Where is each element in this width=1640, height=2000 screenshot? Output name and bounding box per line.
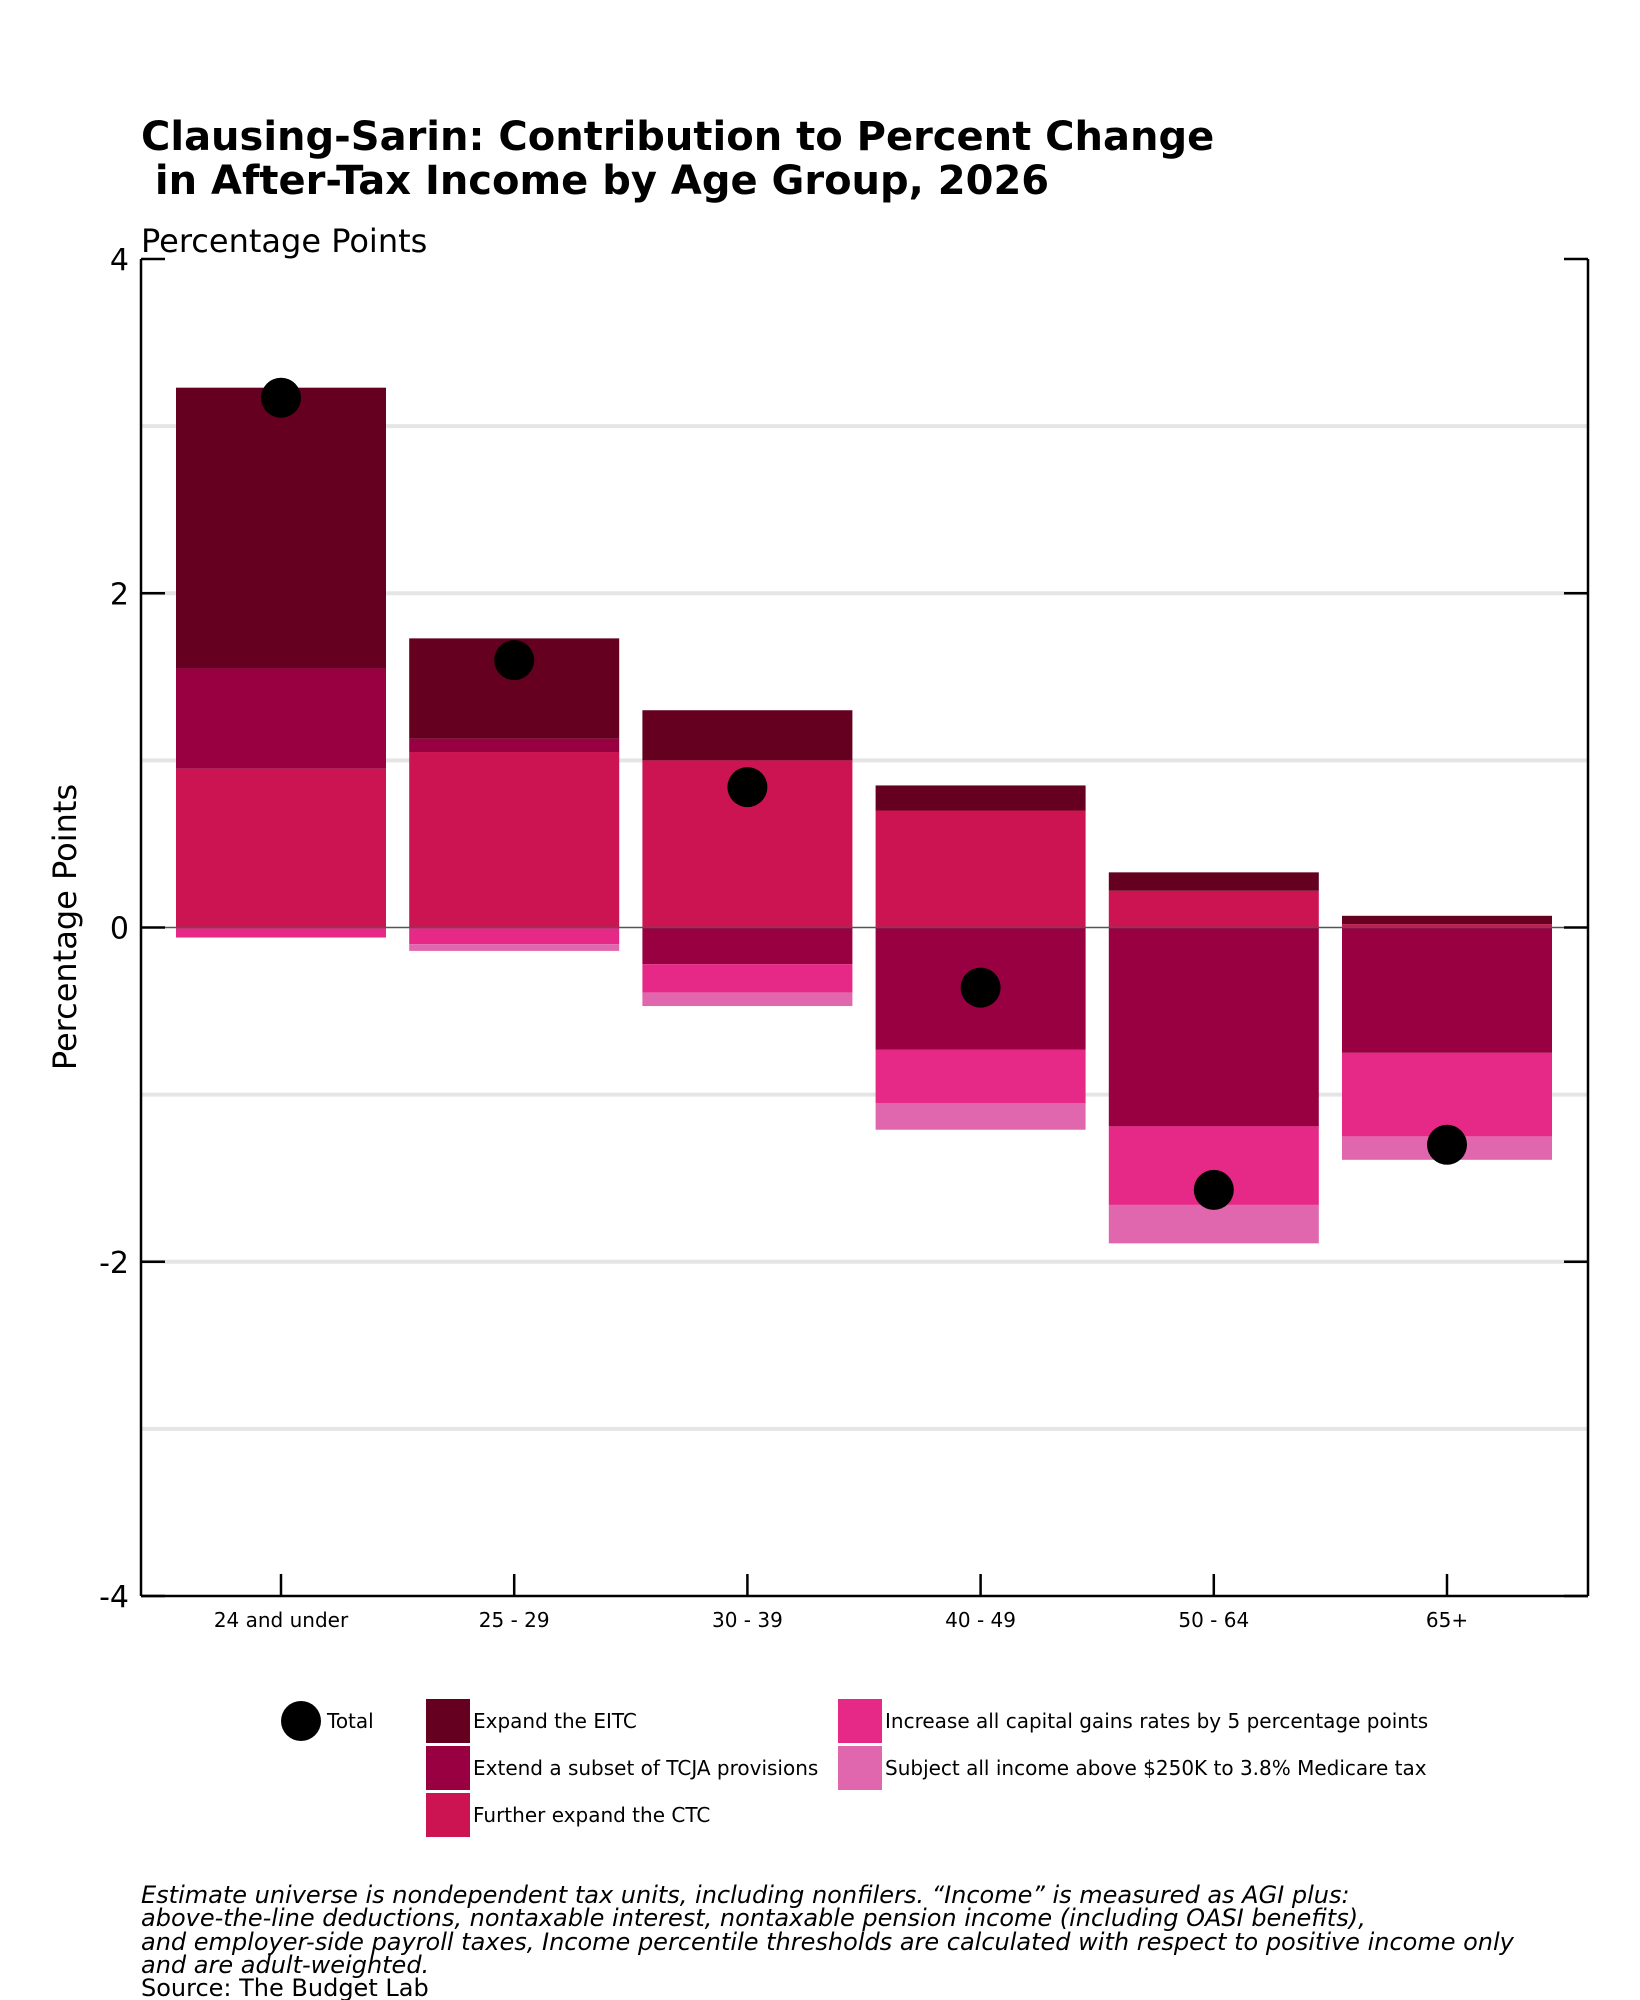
x-tick-label: 40 - 49 [945, 1608, 1016, 1632]
y-tick-label: 2 [110, 577, 129, 612]
y-tick-label: 4 [110, 243, 129, 278]
total-marker [1427, 1124, 1467, 1165]
chart-subtitle: Percentage Points [141, 222, 427, 260]
source-text: Source: The Budget Lab [141, 1974, 429, 2000]
bar-segment-3-3 [642, 710, 853, 761]
bar-segment-5-1 [1108, 890, 1319, 928]
y-tick-label: -4 [99, 1580, 129, 1615]
legend-label: Total [326, 1709, 374, 1733]
bar-segment-3-4 [642, 964, 853, 993]
x-tick-label: 65+ [1426, 1608, 1468, 1632]
y-tick-label: -2 [99, 1246, 129, 1281]
bar-segment-3-2 [642, 927, 853, 965]
bar-segment-1-2 [176, 668, 386, 769]
bar-segment-4-4 [875, 1049, 1086, 1103]
legend-total-marker [281, 1701, 321, 1741]
x-tick-label: 50 - 64 [1178, 1608, 1249, 1632]
bar-segment-1-4 [176, 927, 386, 938]
bar-segment-1-1 [176, 768, 386, 928]
axes: -4 -2 0 2 4 24 and under 25 - 29 30 - 39 40 - 49… [99, 243, 1590, 1632]
bar-segment-4-5 [875, 1102, 1086, 1130]
bar-segment-6-1 [1342, 924, 1552, 928]
bar-segment-2-4 [409, 927, 620, 945]
bar-segment-1-3 [176, 387, 386, 669]
total-markers [261, 377, 1467, 1210]
bar-segment-5-2 [1108, 927, 1319, 1127]
total-marker [960, 967, 1001, 1008]
total-marker [261, 377, 301, 418]
x-tick-label: 25 - 29 [479, 1608, 550, 1632]
bar-segment-2-2 [409, 738, 620, 753]
legend: Total Expand the EITC Extend a subset of T… [281, 1699, 1428, 1837]
bars [176, 387, 1552, 1244]
x-tick-label: 24 and under [214, 1608, 349, 1632]
chart-title-line-2: in After-Tax Income by Age Group, 2026 [141, 158, 1049, 204]
note-line-4: and are adult-weighted. [141, 1951, 429, 1979]
legend-swatch [426, 1746, 470, 1790]
bar-segment-4-1 [875, 810, 1086, 928]
total-marker [494, 640, 535, 681]
legend-label: Increase all capital gains rates by 5 pe… [885, 1709, 1428, 1733]
total-marker [1193, 1169, 1234, 1210]
bar-segment-3-5 [642, 992, 853, 1007]
y-tick-label: 0 [110, 912, 129, 947]
bar-segment-6-3 [1342, 915, 1552, 925]
legend-label: Further expand the CTC [473, 1803, 710, 1827]
legend-swatch [426, 1793, 470, 1837]
legend-label: Extend a subset of TCJA provisions [473, 1756, 818, 1780]
legend-swatch [838, 1699, 882, 1743]
note-line-1: Estimate universe is nondependent tax un… [141, 1881, 1350, 1909]
note-line-2: above-the-line deductions, nontaxable in… [141, 1904, 1366, 1932]
bar-segment-2-1 [409, 752, 620, 928]
y-axis-label: Percentage Points [46, 784, 84, 1070]
legend-label: Expand the EITC [473, 1709, 637, 1733]
x-tick-label: 30 - 39 [712, 1608, 783, 1632]
legend-swatch [426, 1699, 470, 1743]
legend-label: Subject all income above $250K to 3.8% M… [885, 1756, 1427, 1780]
chart-title-line-1: Clausing-Sarin: Contribution to Percent … [141, 114, 1214, 160]
note-line-3: and employer-side payroll taxes, Income … [141, 1928, 1515, 1956]
legend-swatch [838, 1746, 882, 1790]
bar-segment-2-5 [409, 944, 620, 951]
bar-segment-4-3 [875, 785, 1086, 811]
footnote: Estimate universe is nondependent tax un… [141, 1881, 1515, 2000]
total-marker [727, 767, 768, 808]
bar-segment-6-2 [1342, 927, 1552, 1053]
bar-segment-6-4 [1342, 1052, 1552, 1137]
bar-segment-5-5 [1108, 1204, 1319, 1244]
bar-segment-5-3 [1108, 872, 1319, 891]
